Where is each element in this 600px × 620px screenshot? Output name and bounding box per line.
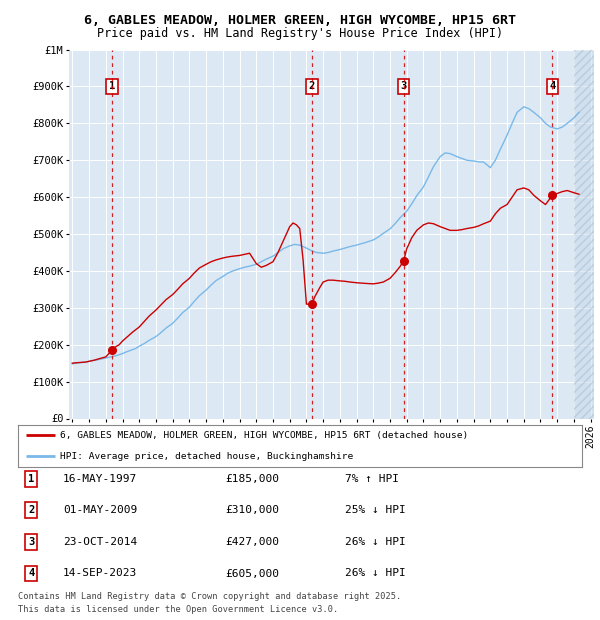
Text: 6, GABLES MEADOW, HOLMER GREEN, HIGH WYCOMBE, HP15 6RT (detached house): 6, GABLES MEADOW, HOLMER GREEN, HIGH WYC… xyxy=(60,431,469,440)
Text: 2: 2 xyxy=(28,505,34,515)
Text: £185,000: £185,000 xyxy=(225,474,279,484)
Text: 14-SEP-2023: 14-SEP-2023 xyxy=(63,569,137,578)
Text: 7% ↑ HPI: 7% ↑ HPI xyxy=(345,474,399,484)
Text: 01-MAY-2009: 01-MAY-2009 xyxy=(63,505,137,515)
Text: 1: 1 xyxy=(28,474,34,484)
Text: HPI: Average price, detached house, Buckinghamshire: HPI: Average price, detached house, Buck… xyxy=(60,452,353,461)
Text: Contains HM Land Registry data © Crown copyright and database right 2025.: Contains HM Land Registry data © Crown c… xyxy=(18,592,401,601)
Text: £605,000: £605,000 xyxy=(225,569,279,578)
Text: £310,000: £310,000 xyxy=(225,505,279,515)
Text: 16-MAY-1997: 16-MAY-1997 xyxy=(63,474,137,484)
Text: This data is licensed under the Open Government Licence v3.0.: This data is licensed under the Open Gov… xyxy=(18,604,338,614)
Text: 23-OCT-2014: 23-OCT-2014 xyxy=(63,537,137,547)
Text: 4: 4 xyxy=(28,569,34,578)
Text: 2: 2 xyxy=(309,81,315,92)
Text: 26% ↓ HPI: 26% ↓ HPI xyxy=(345,537,406,547)
Text: 26% ↓ HPI: 26% ↓ HPI xyxy=(345,569,406,578)
Text: 25% ↓ HPI: 25% ↓ HPI xyxy=(345,505,406,515)
Text: £427,000: £427,000 xyxy=(225,537,279,547)
Text: 3: 3 xyxy=(400,81,407,92)
Text: 6, GABLES MEADOW, HOLMER GREEN, HIGH WYCOMBE, HP15 6RT: 6, GABLES MEADOW, HOLMER GREEN, HIGH WYC… xyxy=(84,14,516,27)
Text: 4: 4 xyxy=(549,81,556,92)
Text: 3: 3 xyxy=(28,537,34,547)
Text: Price paid vs. HM Land Registry's House Price Index (HPI): Price paid vs. HM Land Registry's House … xyxy=(97,27,503,40)
Text: 1: 1 xyxy=(109,81,115,92)
Bar xyxy=(574,50,594,419)
